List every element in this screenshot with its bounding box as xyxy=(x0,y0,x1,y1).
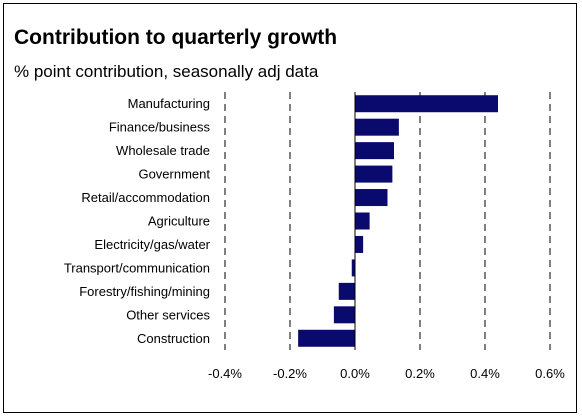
bar xyxy=(338,282,355,300)
bar xyxy=(355,118,399,136)
category-label: Forestry/fishing/mining xyxy=(79,284,210,299)
category-label: Transport/communication xyxy=(64,260,210,275)
x-tick-label: 0.0% xyxy=(340,366,370,381)
category-label: Wholesale trade xyxy=(116,143,210,158)
bar xyxy=(351,259,355,277)
category-label: Manufacturing xyxy=(128,96,210,111)
x-tick-label: 0.4% xyxy=(470,366,500,381)
x-tick-label: 0.2% xyxy=(405,366,435,381)
bar xyxy=(355,95,498,113)
chart-title: Contribution to quarterly growth xyxy=(14,26,338,49)
bar xyxy=(355,212,370,230)
category-label: Other services xyxy=(126,307,210,322)
category-label: Government xyxy=(138,167,210,182)
category-label: Finance/business xyxy=(109,120,211,135)
bar xyxy=(355,235,364,253)
category-label: Agriculture xyxy=(148,214,210,229)
chart-subtitle: % point contribution, seasonally adj dat… xyxy=(14,62,319,81)
category-label: Construction xyxy=(137,331,210,346)
bar xyxy=(355,165,393,183)
x-tick-label: 0.6% xyxy=(535,366,565,381)
bar xyxy=(333,306,355,324)
bar xyxy=(298,329,355,347)
category-label: Electricity/gas/water xyxy=(94,237,210,252)
bar xyxy=(355,142,394,160)
x-tick-label: -0.2% xyxy=(273,366,307,381)
bar xyxy=(355,189,388,207)
category-label: Retail/accommodation xyxy=(81,190,210,205)
x-tick-label: -0.4% xyxy=(208,366,242,381)
